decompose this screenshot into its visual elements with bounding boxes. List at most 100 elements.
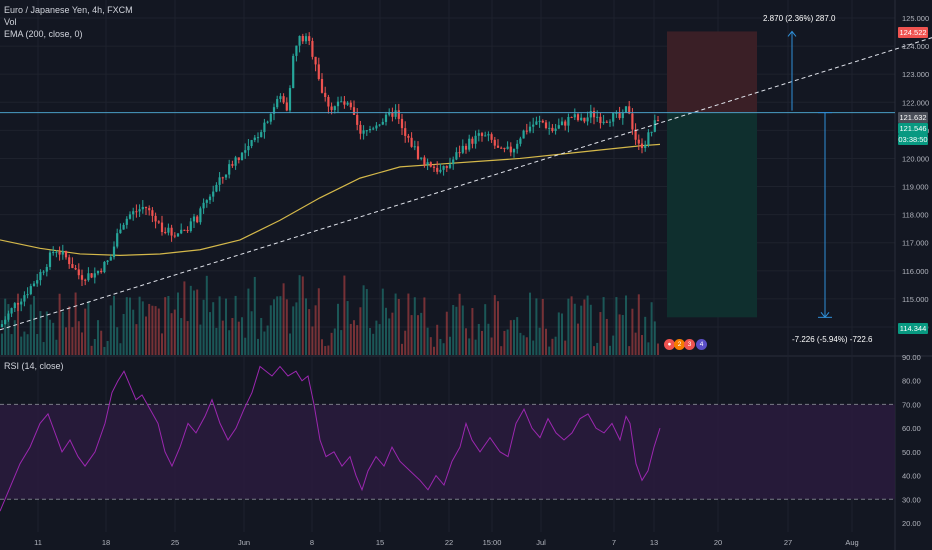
volume-bar — [442, 343, 445, 355]
volume-bar — [202, 299, 205, 355]
volume-bar — [225, 298, 227, 355]
volume-bar — [314, 305, 317, 355]
volume-bar — [471, 308, 474, 355]
volume-bar — [538, 327, 541, 355]
volume-bar — [327, 345, 330, 355]
candle-body — [455, 152, 458, 160]
candle-body — [391, 112, 394, 117]
candle-body — [336, 101, 340, 107]
volume-bar — [55, 339, 58, 355]
volume-bar — [151, 305, 154, 355]
candle-body — [218, 177, 221, 185]
volume-bar — [573, 303, 576, 355]
loss-annotation: -7.226 (-5.94%) -722.6 — [792, 335, 873, 344]
volume-bar — [58, 293, 61, 355]
candle-body — [90, 273, 93, 278]
candle-body — [116, 233, 119, 247]
time-tick-label: 27 — [784, 538, 792, 547]
news-marker-4[interactable]: 4 — [696, 339, 707, 350]
volume-bar — [157, 308, 160, 355]
candle-body — [135, 211, 138, 213]
volume-bar — [429, 337, 432, 355]
price-tick-label: 116.000 — [902, 267, 929, 276]
candle-body — [605, 121, 608, 123]
volume-bar — [289, 333, 291, 355]
volume-bar — [183, 281, 186, 355]
candle-body — [410, 137, 413, 147]
candle-body — [269, 113, 272, 122]
volume-bar — [237, 321, 240, 355]
candle-body — [471, 138, 474, 144]
candle-body — [58, 251, 61, 255]
profit-arrow-head — [787, 30, 797, 37]
candle-body — [80, 275, 84, 280]
candle-body — [500, 147, 503, 149]
candle-body — [253, 137, 256, 141]
candle-body — [39, 272, 42, 281]
candle-body — [468, 138, 471, 150]
volume-bar — [612, 335, 615, 355]
volume-bar — [113, 295, 115, 355]
candle-body — [608, 121, 612, 123]
volume-bar — [653, 321, 656, 355]
volume-bar — [97, 320, 99, 355]
volume-bar — [263, 331, 266, 355]
ema-price-badge: 121.546 — [898, 123, 928, 134]
volume-bar — [452, 305, 455, 355]
volume-bar — [378, 324, 381, 355]
candle-body — [87, 273, 90, 281]
candle-body — [311, 40, 314, 57]
ema-legend[interactable]: EMA (200, close, 0) — [4, 29, 83, 39]
volume-bar — [637, 294, 640, 355]
candle-body — [631, 113, 634, 130]
volume-bar — [42, 342, 45, 355]
volume-bar — [145, 316, 147, 355]
volume-bar — [449, 336, 451, 355]
candle-body — [429, 162, 432, 167]
candle-body — [484, 135, 487, 137]
symbol-legend[interactable]: Euro / Japanese Yen, 4h, FXCM — [4, 5, 133, 15]
volume-legend[interactable]: Vol — [4, 17, 17, 27]
volume-bar — [551, 338, 554, 355]
rsi-legend[interactable]: RSI (14, close) — [4, 361, 64, 371]
candle-body — [132, 211, 135, 215]
volume-bar — [65, 327, 67, 355]
news-marker-icon[interactable]: ● — [664, 339, 675, 350]
candle-body — [215, 184, 218, 192]
candle-body — [151, 210, 154, 216]
volume-bar — [84, 308, 87, 355]
volume-bar — [420, 312, 423, 355]
candle-body — [359, 124, 362, 134]
candle-body — [276, 99, 279, 108]
news-marker-3[interactable]: 3 — [684, 339, 695, 350]
volume-bar — [20, 336, 23, 355]
candle-body — [45, 266, 48, 272]
candlestick-series — [0, 32, 660, 328]
volume-bar — [193, 290, 195, 355]
volume-bar — [529, 292, 531, 355]
time-tick-label: 15 — [376, 538, 384, 547]
volume-bar — [433, 346, 435, 355]
candle-body — [612, 112, 615, 122]
price-tick-label: 115.000 — [902, 295, 929, 304]
candle-body — [0, 324, 4, 327]
volume-bar — [68, 306, 71, 355]
volume-bar — [45, 311, 48, 355]
candle-body — [407, 135, 410, 138]
candle-body — [640, 143, 644, 149]
candle-body — [285, 102, 288, 111]
volume-bar — [116, 327, 119, 355]
candle-body — [180, 229, 183, 234]
time-tick-label: 8 — [310, 538, 314, 547]
volume-bar — [583, 299, 586, 355]
candle-body — [240, 152, 244, 160]
volume-bar — [292, 306, 295, 355]
news-marker-2[interactable]: 2 — [674, 339, 685, 350]
candle-body — [647, 132, 650, 145]
candle-body — [448, 164, 452, 168]
candle-body — [103, 261, 106, 273]
candle-body — [544, 122, 548, 129]
volume-bar — [401, 343, 403, 355]
candle-body — [23, 295, 26, 302]
